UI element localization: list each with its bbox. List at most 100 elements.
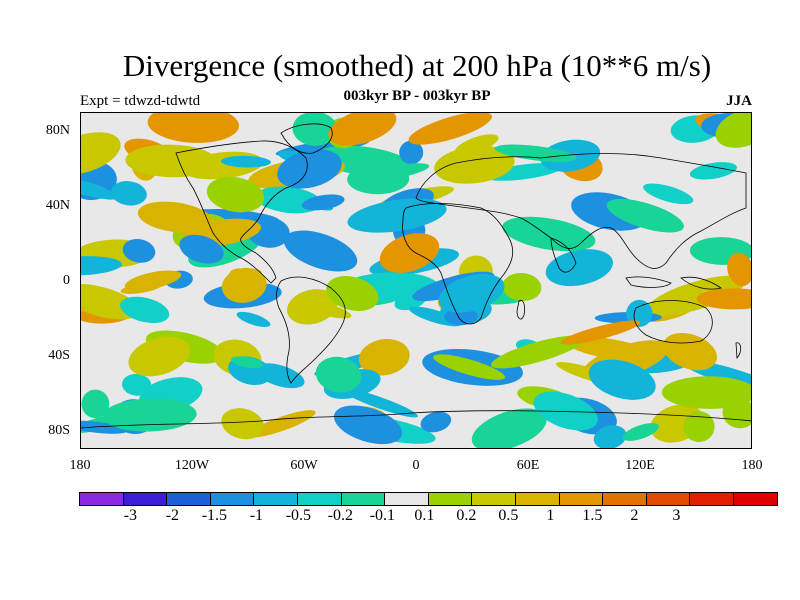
colorbar-swatch bbox=[340, 492, 386, 506]
divergence-contour-blob bbox=[147, 113, 239, 143]
divergence-contour-blob bbox=[358, 338, 410, 376]
colorbar-swatch bbox=[645, 492, 691, 506]
divergence-contour-blob bbox=[122, 239, 156, 263]
divergence-contour-blob bbox=[206, 176, 265, 213]
divergence-contour-blob bbox=[315, 356, 362, 393]
lon-label-120w: 120W bbox=[174, 458, 210, 473]
divergence-contour-blob bbox=[454, 134, 499, 155]
divergence-contour-blob bbox=[221, 408, 264, 440]
divergence-contour-blob bbox=[727, 252, 751, 287]
colorbar-swatch bbox=[514, 492, 560, 506]
divergence-contour-blob bbox=[646, 275, 746, 316]
divergence-contour-blob bbox=[484, 162, 563, 181]
divergence-contour-blob bbox=[545, 249, 613, 287]
colorbar-swatch bbox=[79, 492, 124, 506]
map-subtitle: 003kyr BP - 003kyr BP bbox=[343, 88, 491, 104]
divergence-contour-blob bbox=[491, 335, 585, 369]
divergence-contour-blob bbox=[81, 132, 121, 175]
colorbar-swatch bbox=[166, 492, 211, 506]
divergence-contour-blob bbox=[533, 391, 598, 431]
colorbar-swatch bbox=[602, 492, 647, 506]
colorbar-label: 0.1 bbox=[414, 507, 435, 524]
divergence-contour-blob bbox=[379, 233, 440, 273]
divergence-contour-blob bbox=[593, 425, 627, 448]
divergence-contour-blob bbox=[502, 216, 596, 252]
colorbar-label: 1.5 bbox=[582, 507, 603, 524]
divergence-contour-blob bbox=[408, 113, 492, 145]
divergence-contour-blob bbox=[347, 198, 447, 233]
divergence-contour-blob bbox=[301, 194, 345, 211]
divergence-contour-blob bbox=[663, 332, 717, 371]
divergence-contour-blob bbox=[420, 411, 452, 433]
lat-label-80s: 80S bbox=[48, 423, 70, 438]
divergence-contour-blob bbox=[643, 183, 694, 205]
divergence-field bbox=[81, 113, 751, 448]
lon-label-180w: 180 bbox=[69, 458, 91, 473]
divergence-contour-blob bbox=[434, 145, 515, 184]
colorbar-swatch bbox=[122, 492, 168, 506]
divergence-contour-blob bbox=[292, 113, 338, 146]
divergence-contour-blob bbox=[689, 162, 737, 180]
lon-label-0: 0 bbox=[412, 458, 420, 473]
colorbar-label: -3 bbox=[123, 507, 138, 524]
divergence-contour-blob bbox=[715, 113, 751, 148]
divergence-contour-blob bbox=[277, 149, 342, 189]
divergence-contour-blob bbox=[358, 163, 430, 182]
divergence-contour-blob bbox=[606, 198, 684, 233]
divergence-contour-blob bbox=[399, 140, 424, 165]
divergence-contour-blob bbox=[81, 389, 110, 419]
divergence-contour-blob bbox=[120, 281, 163, 294]
divergence-contour-blob bbox=[696, 288, 751, 310]
divergence-contour-blob bbox=[81, 256, 122, 276]
divergence-contour-blob bbox=[230, 356, 263, 369]
colorbar-swatch bbox=[253, 492, 298, 506]
divergence-contour-blob bbox=[444, 308, 478, 326]
divergence-contour-blob bbox=[438, 273, 505, 313]
colorbar-label: -2 bbox=[165, 507, 180, 524]
divergence-contour-blob bbox=[622, 423, 659, 441]
lat-label-80n: 80N bbox=[45, 123, 70, 138]
experiment-label: Expt = tdwzd-tdwtd bbox=[80, 93, 201, 109]
season-label: JJA bbox=[726, 93, 752, 109]
colorbar-label: -1 bbox=[249, 507, 264, 524]
lon-label-120e: 120E bbox=[625, 458, 655, 473]
colorbar-label: 0.5 bbox=[498, 507, 519, 524]
divergence-contour-blob bbox=[229, 268, 254, 284]
divergence-contour-blob bbox=[179, 234, 224, 264]
divergence-contour-blob bbox=[283, 230, 358, 272]
map-title: Divergence (smoothed) at 200 hPa (10**6 … bbox=[122, 48, 712, 83]
colorbar-label: -1.5 bbox=[201, 507, 228, 524]
divergence-contour-blob bbox=[328, 113, 397, 146]
colorbar-swatch bbox=[209, 492, 255, 506]
divergence-contour-blob bbox=[128, 336, 190, 377]
divergence-contour-blob bbox=[626, 299, 653, 327]
colorbar-label: 2 bbox=[630, 507, 639, 524]
divergence-contour-blob bbox=[502, 272, 542, 302]
divergence-contour-blob bbox=[137, 201, 213, 233]
divergence-contour-blob bbox=[564, 336, 658, 362]
colorbar-swatch bbox=[427, 492, 473, 506]
colorbar bbox=[79, 492, 778, 506]
divergence-contour-blob bbox=[81, 283, 140, 320]
colorbar-label: -0.5 bbox=[285, 507, 312, 524]
lon-label-60e: 60E bbox=[516, 458, 540, 473]
lat-label-40s: 40S bbox=[48, 348, 70, 363]
colorbar-label: -0.2 bbox=[327, 507, 354, 524]
divergence-contour-blob bbox=[81, 175, 119, 200]
divergence-contour-blob bbox=[247, 410, 316, 438]
divergence-contour-blob bbox=[588, 359, 656, 400]
divergence-contour-blob bbox=[326, 275, 379, 312]
colorbar-swatch bbox=[471, 492, 516, 506]
colorbar-swatch bbox=[384, 492, 429, 506]
divergence-contour-blob bbox=[433, 354, 506, 380]
divergence-contour-blob bbox=[220, 155, 271, 168]
colorbar-swatch bbox=[558, 492, 604, 506]
divergence-contour-blob bbox=[120, 296, 170, 324]
divergence-contour-blob bbox=[287, 289, 338, 325]
coastlines bbox=[81, 123, 751, 429]
colorbar-label: 1 bbox=[546, 507, 555, 524]
divergence-contour-blob bbox=[494, 144, 577, 162]
lon-label-180e: 180 bbox=[741, 458, 763, 473]
divergence-contour-blob bbox=[683, 411, 715, 443]
lat-label-40n: 40N bbox=[45, 198, 70, 213]
